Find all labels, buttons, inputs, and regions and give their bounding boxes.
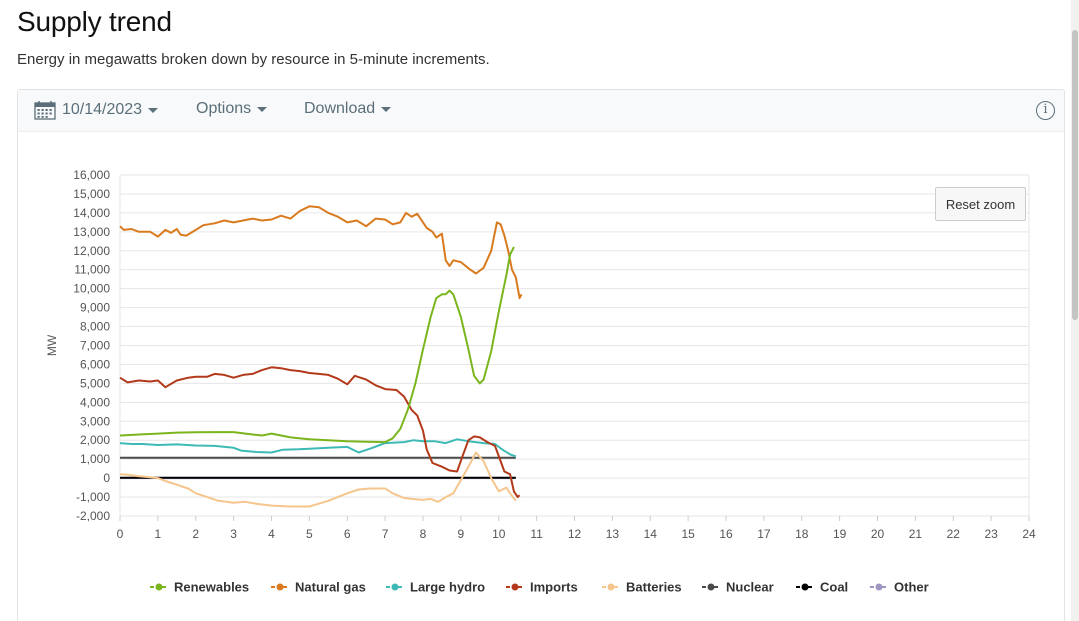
x-tick-label: 2 [192, 527, 199, 541]
page-subtitle: Energy in megawatts broken down by resou… [17, 51, 490, 68]
chart-grid [119, 174, 1030, 521]
x-tick-label: 19 [833, 527, 847, 541]
y-tick-label: 13,000 [73, 225, 110, 239]
calendar-icon [34, 101, 56, 120]
y-tick-label: 0 [103, 471, 110, 485]
y-tick-label: 15,000 [73, 187, 110, 201]
options-label: Options [196, 100, 252, 117]
x-tick-label: 11 [530, 527, 543, 541]
x-tick-label: 23 [984, 527, 998, 541]
y-tick-label: 11,000 [74, 263, 110, 277]
x-tick-label: 17 [757, 527, 771, 541]
legend-label: Other [894, 580, 929, 595]
download-button[interactable]: Download [304, 100, 392, 118]
info-icon[interactable]: i [1036, 101, 1055, 120]
x-tick-label: 18 [795, 527, 809, 541]
x-tick-label: 4 [268, 527, 275, 541]
legend-label: Imports [530, 580, 578, 595]
x-tick-label: 1 [155, 527, 162, 541]
date-picker-button[interactable]: 10/14/2023 [34, 100, 159, 120]
legend-label: Natural gas [295, 580, 366, 595]
legend-marker [155, 583, 163, 591]
x-tick-label: 20 [871, 527, 885, 541]
legend-item-batteries[interactable]: Batteries [602, 580, 682, 595]
series-large-hydro [119, 438, 517, 458]
legend-label: Renewables [174, 580, 249, 595]
y-tick-label: 2,000 [80, 433, 110, 447]
x-tick-label: 10 [492, 527, 506, 541]
download-label: Download [304, 100, 376, 117]
y-tick-label: 6,000 [80, 357, 110, 371]
x-tick-label: 22 [947, 527, 961, 541]
x-tick-label: 16 [719, 527, 733, 541]
chart-legend: Renewables Natural gas Large hydro Imports B… [150, 580, 929, 595]
x-tick-label: 9 [458, 527, 465, 541]
legend-label: Coal [820, 580, 848, 595]
chevron-down-icon [381, 106, 392, 112]
y-tick-label: 14,000 [73, 206, 110, 220]
scroll-thumb[interactable] [1072, 30, 1078, 320]
x-tick-label: 3 [230, 527, 237, 541]
legend-label: Large hydro [410, 580, 485, 595]
y-axis-label: MW [45, 334, 59, 356]
y-tick-label: 8,000 [80, 320, 110, 334]
y-tick-label: 1,000 [80, 452, 110, 466]
supply-trend-chart: -2,000 -1,000 0 1,000 2,000 3,000 4,000 5,000 6,… [45, 168, 1036, 595]
y-tick-label: 7,000 [80, 339, 110, 353]
x-tick-label: 12 [568, 527, 582, 541]
y-tick-label: -2,000 [76, 509, 110, 523]
legend-marker [707, 583, 715, 591]
series-natural-gas [119, 205, 523, 300]
y-tick-label: 4,000 [80, 395, 110, 409]
date-label: 10/14/2023 [62, 101, 143, 118]
legend-label: Nuclear [726, 580, 774, 595]
x-tick-label: 6 [344, 527, 351, 541]
y-tick-label: 12,000 [73, 244, 110, 258]
chevron-down-icon [148, 107, 159, 113]
x-tick-label: 14 [644, 527, 658, 541]
series-batteries [119, 451, 517, 508]
legend-marker [875, 583, 883, 591]
x-tick-label: 8 [420, 527, 427, 541]
legend-item-nuclear[interactable]: Nuclear [702, 580, 774, 595]
reset-zoom-button[interactable]: Reset zoom [935, 187, 1026, 221]
y-tick-label: 3,000 [80, 414, 110, 428]
legend-marker [276, 583, 284, 591]
x-tick-label: 5 [306, 527, 313, 541]
legend-item-other[interactable]: Other [870, 580, 929, 595]
y-tick-label: -1,000 [76, 490, 110, 504]
y-tick-label: 5,000 [80, 376, 110, 390]
series-imports [119, 366, 521, 499]
chart-series [119, 205, 523, 508]
y-tick-label: 10,000 [73, 282, 110, 296]
legend-item-imports[interactable]: Imports [506, 580, 578, 595]
legend-marker [607, 583, 615, 591]
options-button[interactable]: Options [196, 100, 268, 118]
x-tick-label: 24 [1022, 527, 1036, 541]
page-scrollbar[interactable] [1071, 0, 1079, 621]
x-tick-label: 15 [681, 527, 695, 541]
chart-toolbar: 10/14/2023 Options Download i [18, 90, 1064, 132]
y-tick-label: 9,000 [80, 301, 110, 315]
x-tick-labels: 0 1 2 3 4 5 6 7 8 9 10 11 12 13 14 15 16 17 18 19 20 21 22 23 24 [117, 527, 1036, 541]
series-renewables [119, 246, 515, 444]
x-tick-label: 21 [909, 527, 923, 541]
chart-card: 10/14/2023 Options Download i -2,000 -1,0… [17, 89, 1065, 621]
legend-item-large-hydro[interactable]: Large hydro [386, 580, 485, 595]
legend-item-renewables[interactable]: Renewables [150, 580, 249, 595]
page-title: Supply trend [17, 6, 172, 37]
chevron-down-icon [257, 106, 268, 112]
legend-item-natural-gas[interactable]: Natural gas [271, 580, 366, 595]
legend-item-coal[interactable]: Coal [796, 580, 848, 595]
x-tick-label: 7 [382, 527, 389, 541]
x-tick-label: 0 [117, 527, 124, 541]
x-tick-label: 13 [606, 527, 620, 541]
legend-marker [391, 583, 399, 591]
legend-marker [511, 583, 519, 591]
legend-marker [801, 583, 809, 591]
legend-label: Batteries [626, 580, 682, 595]
y-tick-label: 16,000 [73, 168, 110, 182]
y-tick-labels: -2,000 -1,000 0 1,000 2,000 3,000 4,000 5,000 6,… [73, 168, 110, 523]
